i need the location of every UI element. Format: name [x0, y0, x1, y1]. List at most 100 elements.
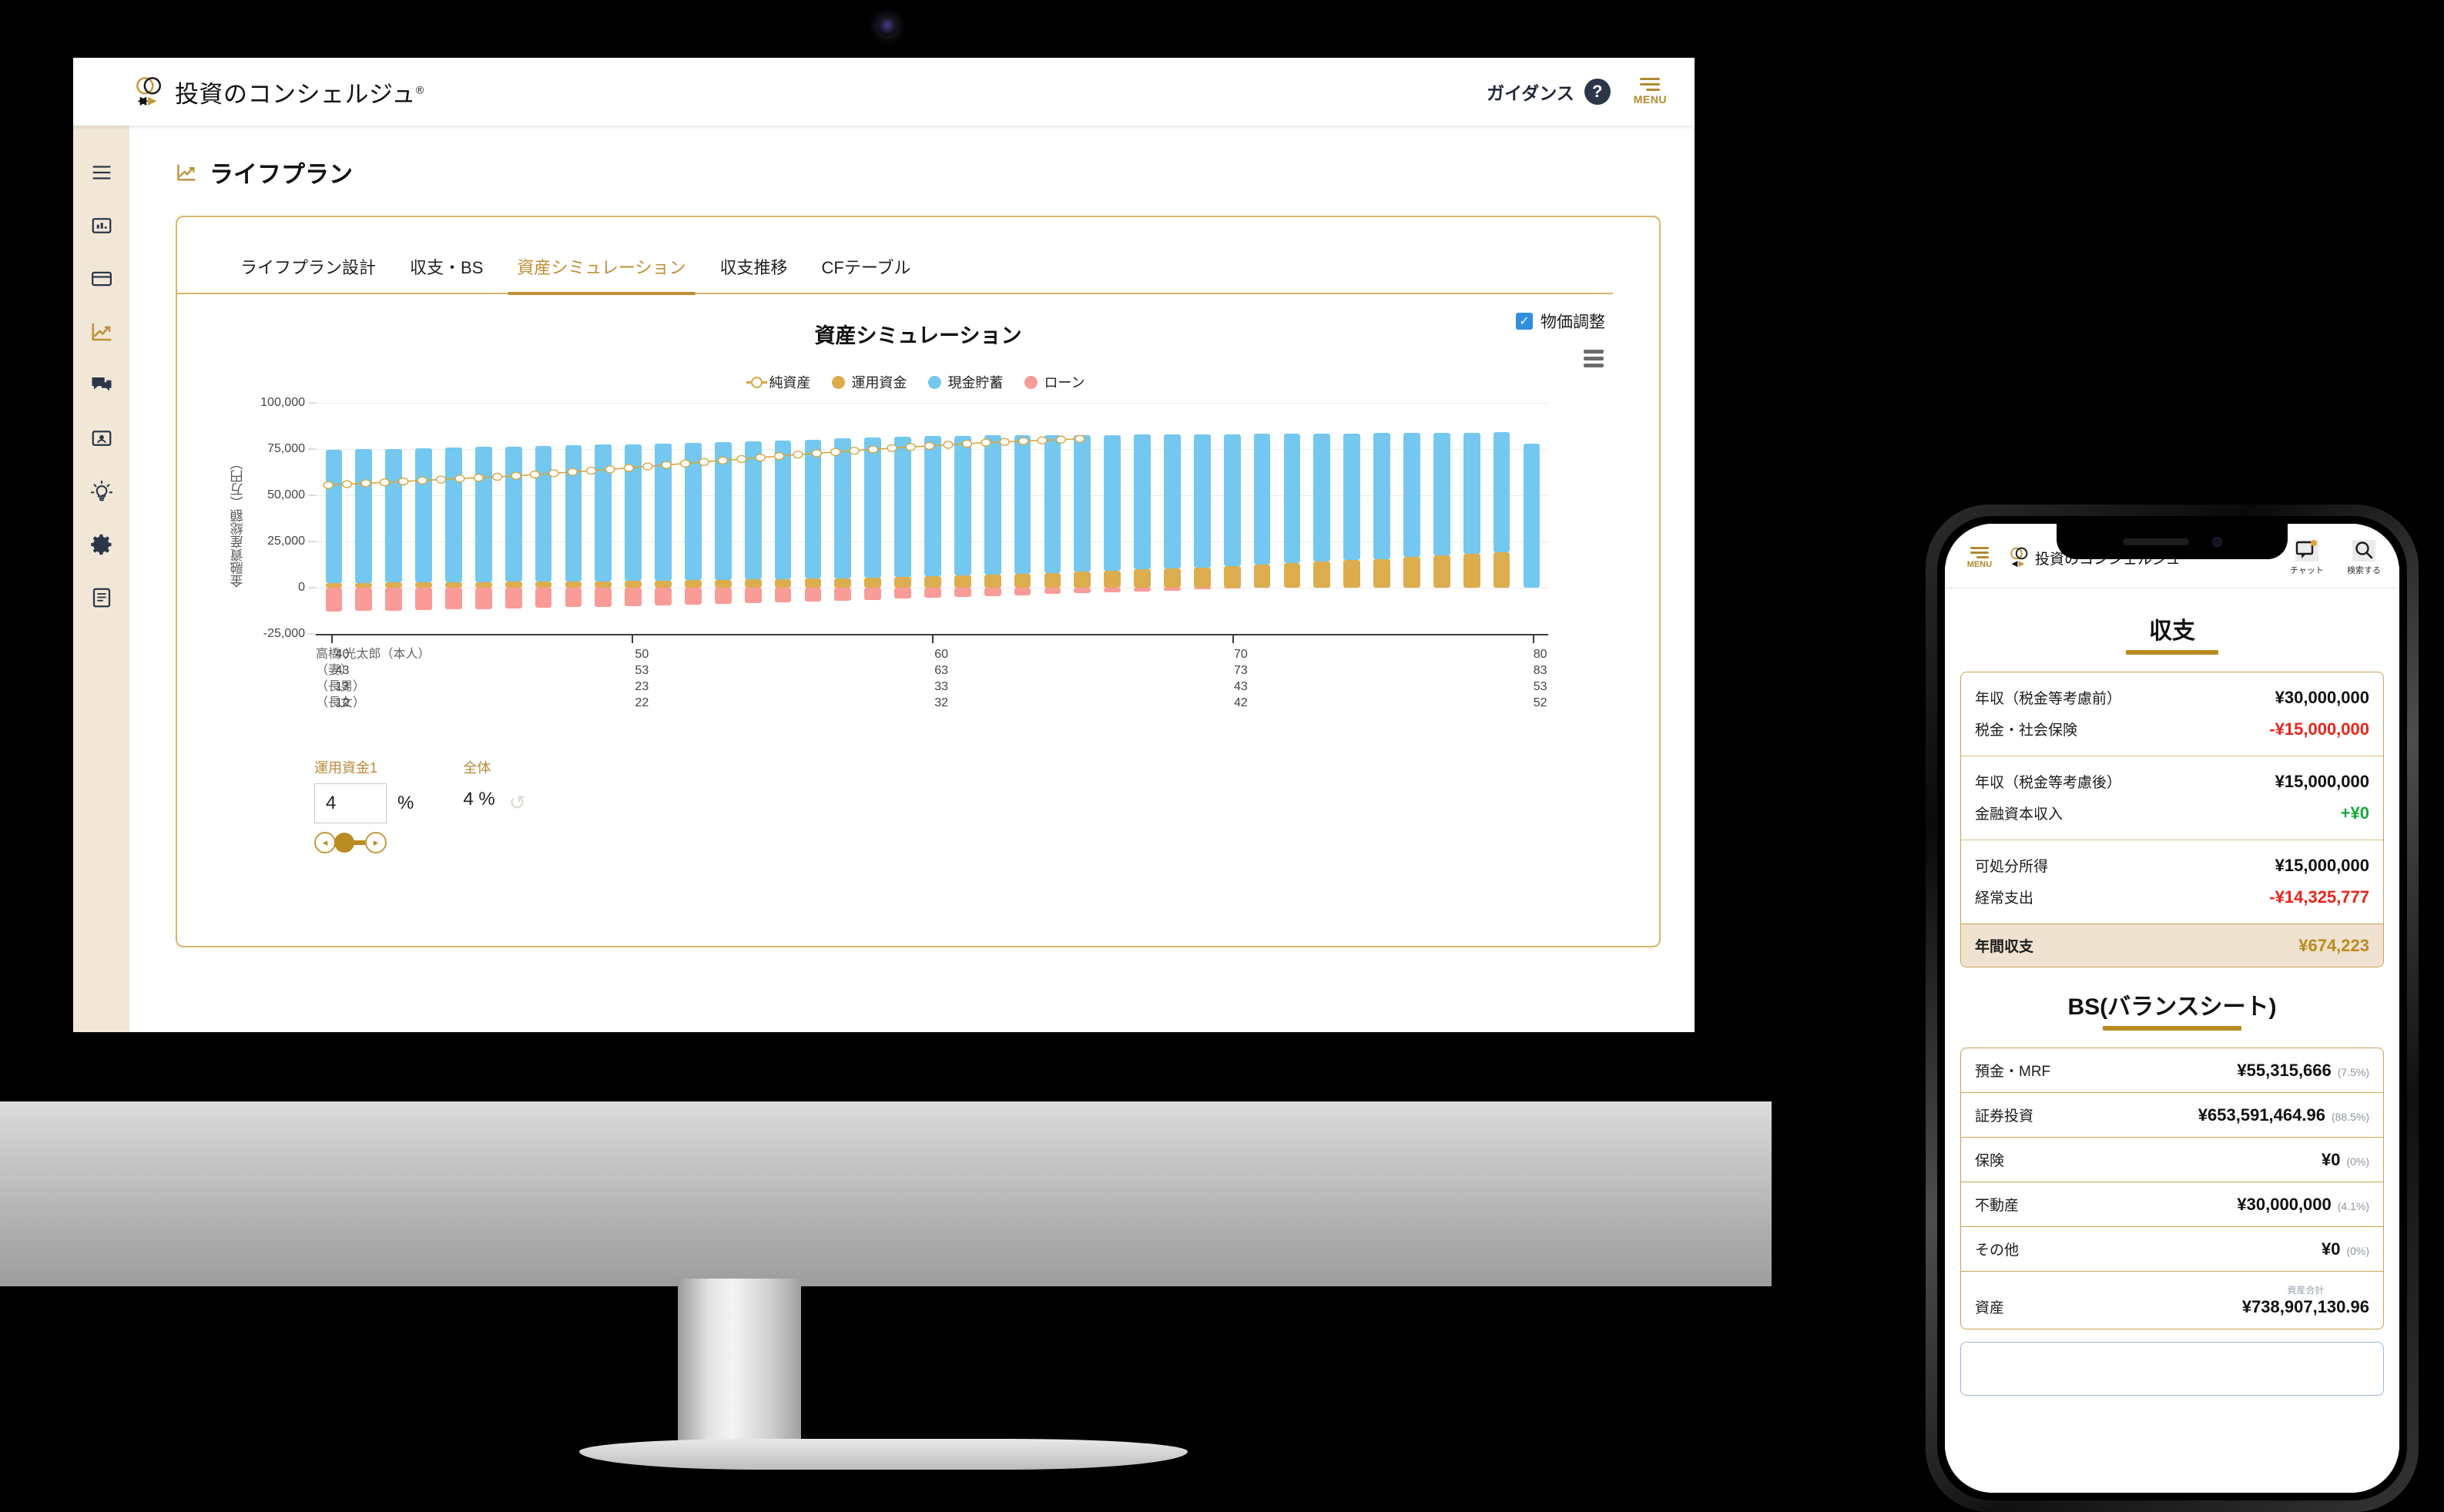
legend-item-investment[interactable]: 運用資金 — [832, 372, 907, 392]
sidebar-item-hamburger[interactable] — [90, 161, 113, 184]
bar-segment-loan — [325, 588, 343, 612]
bar-group[interactable] — [888, 403, 918, 634]
sidebar-item-chat[interactable] — [90, 374, 113, 397]
tab-cf-table[interactable]: CFテーブル — [821, 258, 911, 277]
bar-group[interactable] — [1007, 403, 1038, 634]
bs-row-label: 証券投資 — [1975, 1108, 2034, 1125]
sidebar-item-profile[interactable] — [90, 427, 113, 450]
chat-icon — [2295, 539, 2318, 562]
bar-group[interactable] — [439, 403, 469, 634]
bar-group[interactable] — [1217, 403, 1247, 634]
bar-group[interactable] — [349, 403, 379, 634]
bar-segment-cash — [1373, 433, 1390, 559]
family-age-column: 50 53 23 22 — [618, 646, 649, 711]
legend-item-loan[interactable]: ローン — [1024, 372, 1085, 392]
slider-thumb[interactable] — [334, 833, 354, 853]
bar-group[interactable] — [558, 403, 588, 634]
return-rate-controls: 運用資金1 4 % ◂ ▸ — [314, 757, 1613, 854]
bar-group[interactable] — [1038, 403, 1068, 634]
slider-decrement-icon[interactable]: ◂ — [314, 832, 336, 853]
bar-group[interactable] — [1367, 403, 1397, 634]
next-section-placeholder[interactable] — [1960, 1342, 2384, 1396]
x-axis-tick — [1533, 634, 1535, 643]
bar-segment-cash — [625, 444, 642, 582]
bar-group[interactable] — [858, 403, 888, 634]
bar-group[interactable] — [1068, 403, 1098, 634]
bar-group[interactable] — [1307, 403, 1337, 634]
family-member-label: （妻） — [316, 664, 354, 678]
bar-group[interactable] — [409, 403, 439, 634]
fund1-slider[interactable]: ◂ ▸ — [314, 831, 387, 854]
family-age-value: 13 — [335, 680, 350, 694]
bar-group[interactable] — [1187, 403, 1217, 634]
bar-group[interactable] — [379, 403, 409, 634]
bar-group[interactable] — [1457, 403, 1487, 634]
sidebar-item-settings[interactable] — [90, 533, 113, 556]
bs-row-label: その他 — [1975, 1242, 2020, 1259]
bar-segment-investment — [1074, 572, 1091, 588]
y-axis-tick-mark — [308, 541, 316, 542]
x-axis-tick — [932, 634, 934, 643]
bar-group[interactable] — [619, 403, 649, 634]
tab-lifeplan-design[interactable]: ライフプラン設計 — [240, 258, 377, 277]
legend-item-cash[interactable]: 現金貯蓄 — [928, 372, 1003, 392]
bar-group[interactable] — [798, 403, 828, 634]
bar-segment-investment — [565, 581, 582, 588]
bs-row-value: ¥0 — [2321, 1150, 2341, 1169]
bar-group[interactable] — [1128, 403, 1158, 634]
bar-group[interactable] — [649, 403, 679, 634]
bar-segment-loan — [864, 588, 882, 600]
bar-segment-cash — [774, 440, 792, 579]
bar-group[interactable] — [1098, 403, 1128, 634]
bar-group[interactable] — [588, 403, 619, 634]
bar-group[interactable] — [1427, 403, 1457, 634]
family-age-value: 32 — [934, 696, 948, 710]
tab-asset-simulation[interactable]: 資産シミュレーション — [500, 254, 702, 295]
tab-income-trend[interactable]: 収支推移 — [719, 258, 788, 277]
family-member-label: 高橋 光太郎（本人） — [316, 648, 431, 661]
sidebar-item-accounts[interactable] — [90, 267, 113, 290]
family-age-value: 83 — [1533, 664, 1547, 678]
bar-group[interactable] — [768, 403, 798, 634]
tab-income-bs[interactable]: 収支・BS — [410, 258, 484, 277]
bar-group[interactable] — [1517, 403, 1547, 634]
sidebar-item-lifeplan[interactable] — [90, 320, 113, 344]
fund1-input[interactable]: 4 — [314, 783, 387, 823]
bar-group[interactable] — [1337, 403, 1367, 634]
undo-icon[interactable]: ↺ — [508, 791, 526, 814]
bar-group[interactable] — [1277, 403, 1307, 634]
menu-button[interactable]: MENU — [1634, 78, 1667, 106]
bar-group[interactable] — [828, 403, 858, 634]
income-group-1: 年収（税金等考慮前） ¥30,000,000 税金・社会保険 -¥15,000,… — [1961, 672, 2383, 756]
legend-item-networth[interactable]: 純資産 — [746, 372, 810, 392]
guidance-button[interactable]: ガイダンス ? — [1487, 79, 1611, 105]
bar-group[interactable] — [498, 403, 528, 634]
bar-group[interactable] — [1158, 403, 1188, 634]
bar-group[interactable] — [679, 403, 709, 634]
mobile-menu-button[interactable]: MENU — [1959, 546, 2000, 569]
bar-group[interactable] — [1247, 403, 1277, 634]
chart-menu-icon[interactable] — [1584, 350, 1604, 367]
bar-group[interactable] — [468, 403, 498, 634]
bar-group[interactable] — [947, 403, 977, 634]
checkbox-checked-icon[interactable]: ✓ — [1516, 313, 1533, 330]
help-icon[interactable]: ? — [1584, 79, 1611, 105]
inflation-adjust-toggle[interactable]: ✓ 物価調整 — [1516, 310, 1605, 333]
bar-group[interactable] — [738, 403, 768, 634]
bar-group[interactable] — [528, 403, 558, 634]
bar-group[interactable] — [977, 403, 1007, 634]
slider-increment-icon[interactable]: ▸ — [365, 832, 387, 853]
bar-group[interactable] — [319, 403, 349, 634]
mobile-chat-button[interactable]: チャット — [2285, 539, 2328, 576]
sidebar-item-documents[interactable] — [90, 586, 113, 609]
sidebar-item-ideas[interactable] — [90, 480, 113, 503]
tab-bar: ライフプラン設計 収支・BS 資産シミュレーション 収支推移 CFテーブル — [177, 217, 1613, 295]
bar-group[interactable] — [708, 403, 738, 634]
family-age-value: 73 — [1233, 664, 1248, 678]
sidebar-item-dashboard[interactable] — [90, 214, 113, 237]
mobile-search-button[interactable]: 検索する — [2342, 539, 2385, 576]
bar-group[interactable] — [1397, 403, 1427, 634]
bar-group[interactable] — [918, 403, 948, 634]
bar-group[interactable] — [1487, 403, 1517, 634]
brand-logo[interactable]: 投資のコンシェルジュ® — [135, 75, 424, 109]
